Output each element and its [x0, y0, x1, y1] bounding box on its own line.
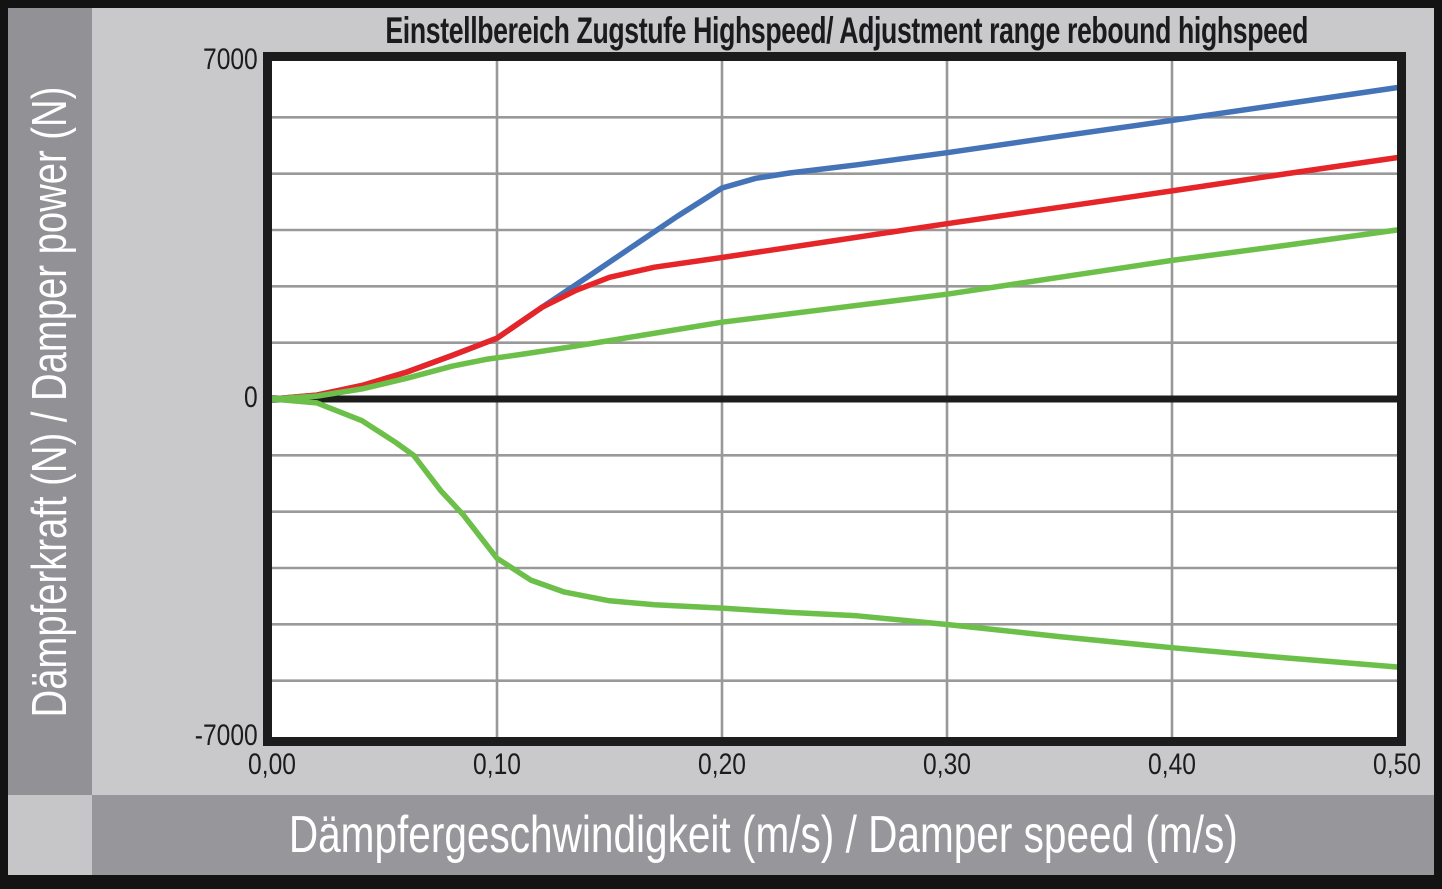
x-tick-label-text: 0,20: [698, 748, 746, 781]
chart-title: Einstellbereich Zugstufe Highspeed/ Adju…: [272, 8, 1422, 54]
x-tick-label-text: 0,00: [248, 748, 296, 781]
x-axis-band-panel: [92, 795, 1434, 875]
plot-frame: [263, 52, 1406, 746]
x-tick-label: 0,10: [468, 748, 526, 782]
x-tick-label-text: 0,10: [473, 748, 521, 781]
x-axis-title-text: Dämpfergeschwindigkeit (m/s) / Damper sp…: [288, 806, 1238, 864]
x-tick-label-text: 0,30: [923, 748, 971, 781]
y-tick-label: -7000: [98, 719, 258, 753]
y-tick-label: 7000: [98, 43, 258, 77]
series-lower-green-curve: [269, 396, 1400, 670]
x-tick-label-text: 0,40: [1148, 748, 1196, 781]
y-tick-label-text: -7000: [195, 719, 258, 752]
chart-title-text: Einstellbereich Zugstufe Highspeed/ Adju…: [385, 10, 1309, 51]
corner-cell: [8, 795, 92, 875]
x-tick-label: 0,50: [1368, 748, 1426, 782]
y-axis-sidebar-panel: [8, 8, 92, 795]
x-tick-label: 0,30: [918, 748, 976, 782]
x-tick-label: 0,40: [1143, 748, 1201, 782]
series-rebound-adjustment-minimum: [269, 227, 1400, 402]
x-tick-label: 0,00: [243, 748, 301, 782]
x-tick-label-text: 0,50: [1373, 748, 1421, 781]
y-tick-label-text: 7000: [203, 43, 258, 76]
series-rebound-adjustment-middle: [269, 154, 1400, 402]
x-tick-label: 0,20: [693, 748, 751, 782]
y-tick-label-text: 0: [244, 381, 258, 414]
x-axis-title: Dämpfergeschwindigkeit (m/s) / Damper sp…: [92, 795, 1434, 875]
y-tick-label: 0: [98, 381, 258, 415]
